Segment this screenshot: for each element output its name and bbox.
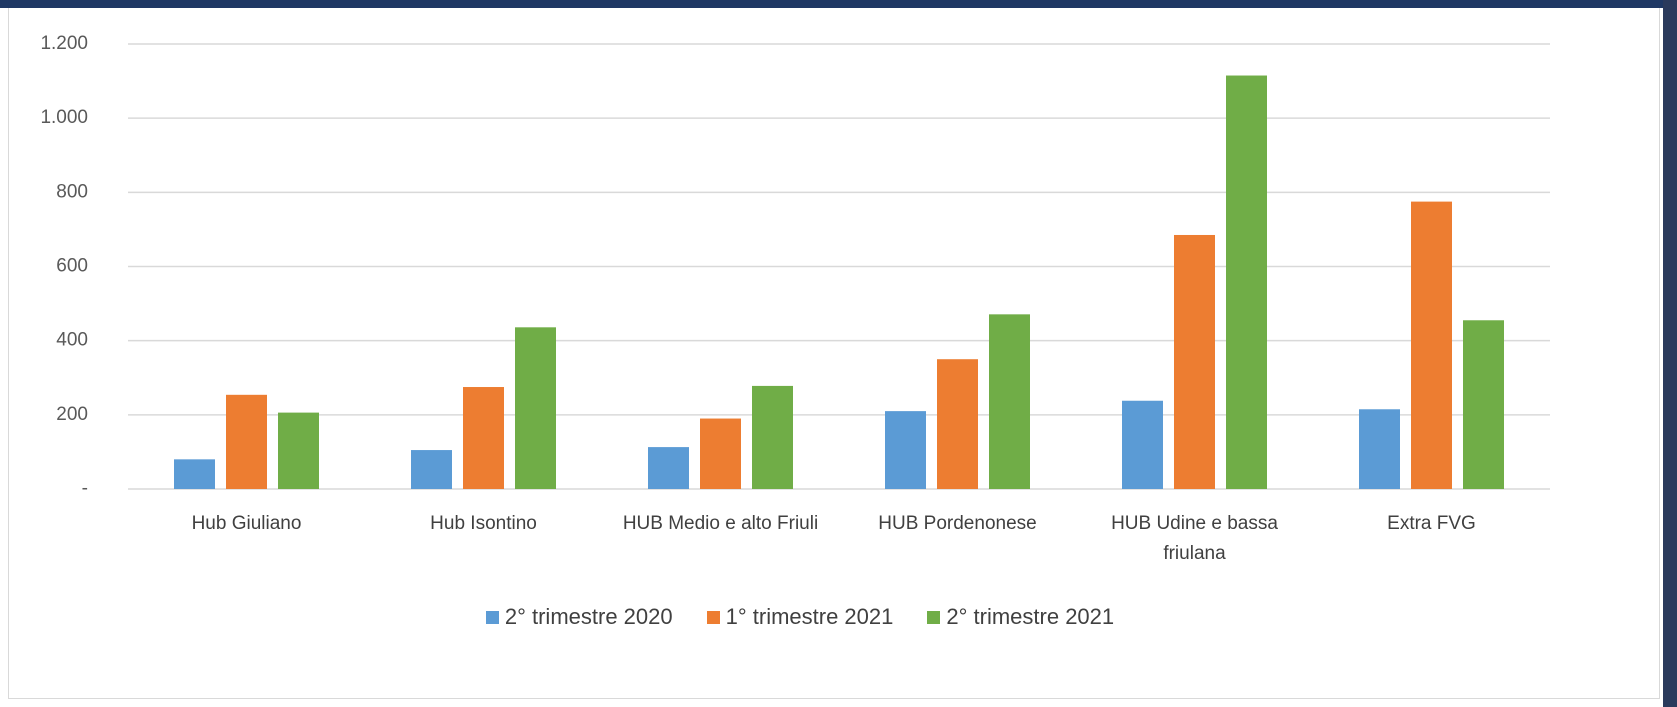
bar: [989, 314, 1030, 489]
x-tick-label: HUB Udine e bassa friulana: [1111, 513, 1278, 564]
legend-item: 2° trimestre 2021: [927, 604, 1114, 630]
y-tick-label: 1.200: [40, 33, 88, 54]
y-tick-label: 400: [56, 330, 88, 351]
bar: [1226, 75, 1267, 489]
y-tick-label: -: [82, 478, 88, 499]
bar: [226, 394, 267, 489]
x-tick-label: HUB Medio e alto Friuli: [622, 513, 819, 534]
legend-swatch: [485, 610, 499, 624]
bar: [411, 450, 452, 489]
bar: [1411, 201, 1452, 489]
bar: [1359, 409, 1400, 489]
bar: [885, 411, 926, 489]
y-tick-label: 1.000: [40, 107, 88, 128]
legend-swatch: [706, 610, 720, 624]
x-tick-label: HUB Pordenonese: [878, 513, 1037, 534]
chart-frame: [8, 8, 1660, 699]
bar: [278, 412, 319, 489]
legend-label: 2° trimestre 2021: [946, 604, 1115, 629]
legend: 2° trimestre 2020 1° trimestre 2021 2° tri…: [0, 604, 1600, 630]
bar: [1174, 234, 1215, 489]
bar: [937, 359, 978, 489]
top-bar: [0, 0, 1677, 8]
bar: [174, 459, 215, 489]
bar: [648, 447, 689, 489]
bar: [1122, 400, 1163, 489]
y-tick-label: 200: [56, 404, 88, 425]
legend-item: 1° trimestre 2021: [706, 604, 894, 630]
bar: [700, 418, 741, 489]
side-bar: [1663, 0, 1677, 707]
legend-label: 1° trimestre 2021: [725, 604, 894, 629]
legend-item: 2° trimestre 2020: [485, 604, 673, 630]
x-tick-label: Hub Giuliano: [191, 513, 302, 534]
x-tick-label: Hub Isontino: [430, 513, 537, 534]
bar: [1463, 320, 1504, 489]
y-tick-label: 600: [56, 256, 88, 277]
legend-swatch: [927, 610, 941, 624]
bar: [463, 387, 504, 489]
bar: [752, 385, 793, 489]
x-tick-label: Extra FVG: [1387, 513, 1476, 534]
bar: [515, 327, 556, 489]
y-tick-label: 800: [56, 181, 88, 202]
legend-label: 2° trimestre 2020: [504, 604, 673, 629]
